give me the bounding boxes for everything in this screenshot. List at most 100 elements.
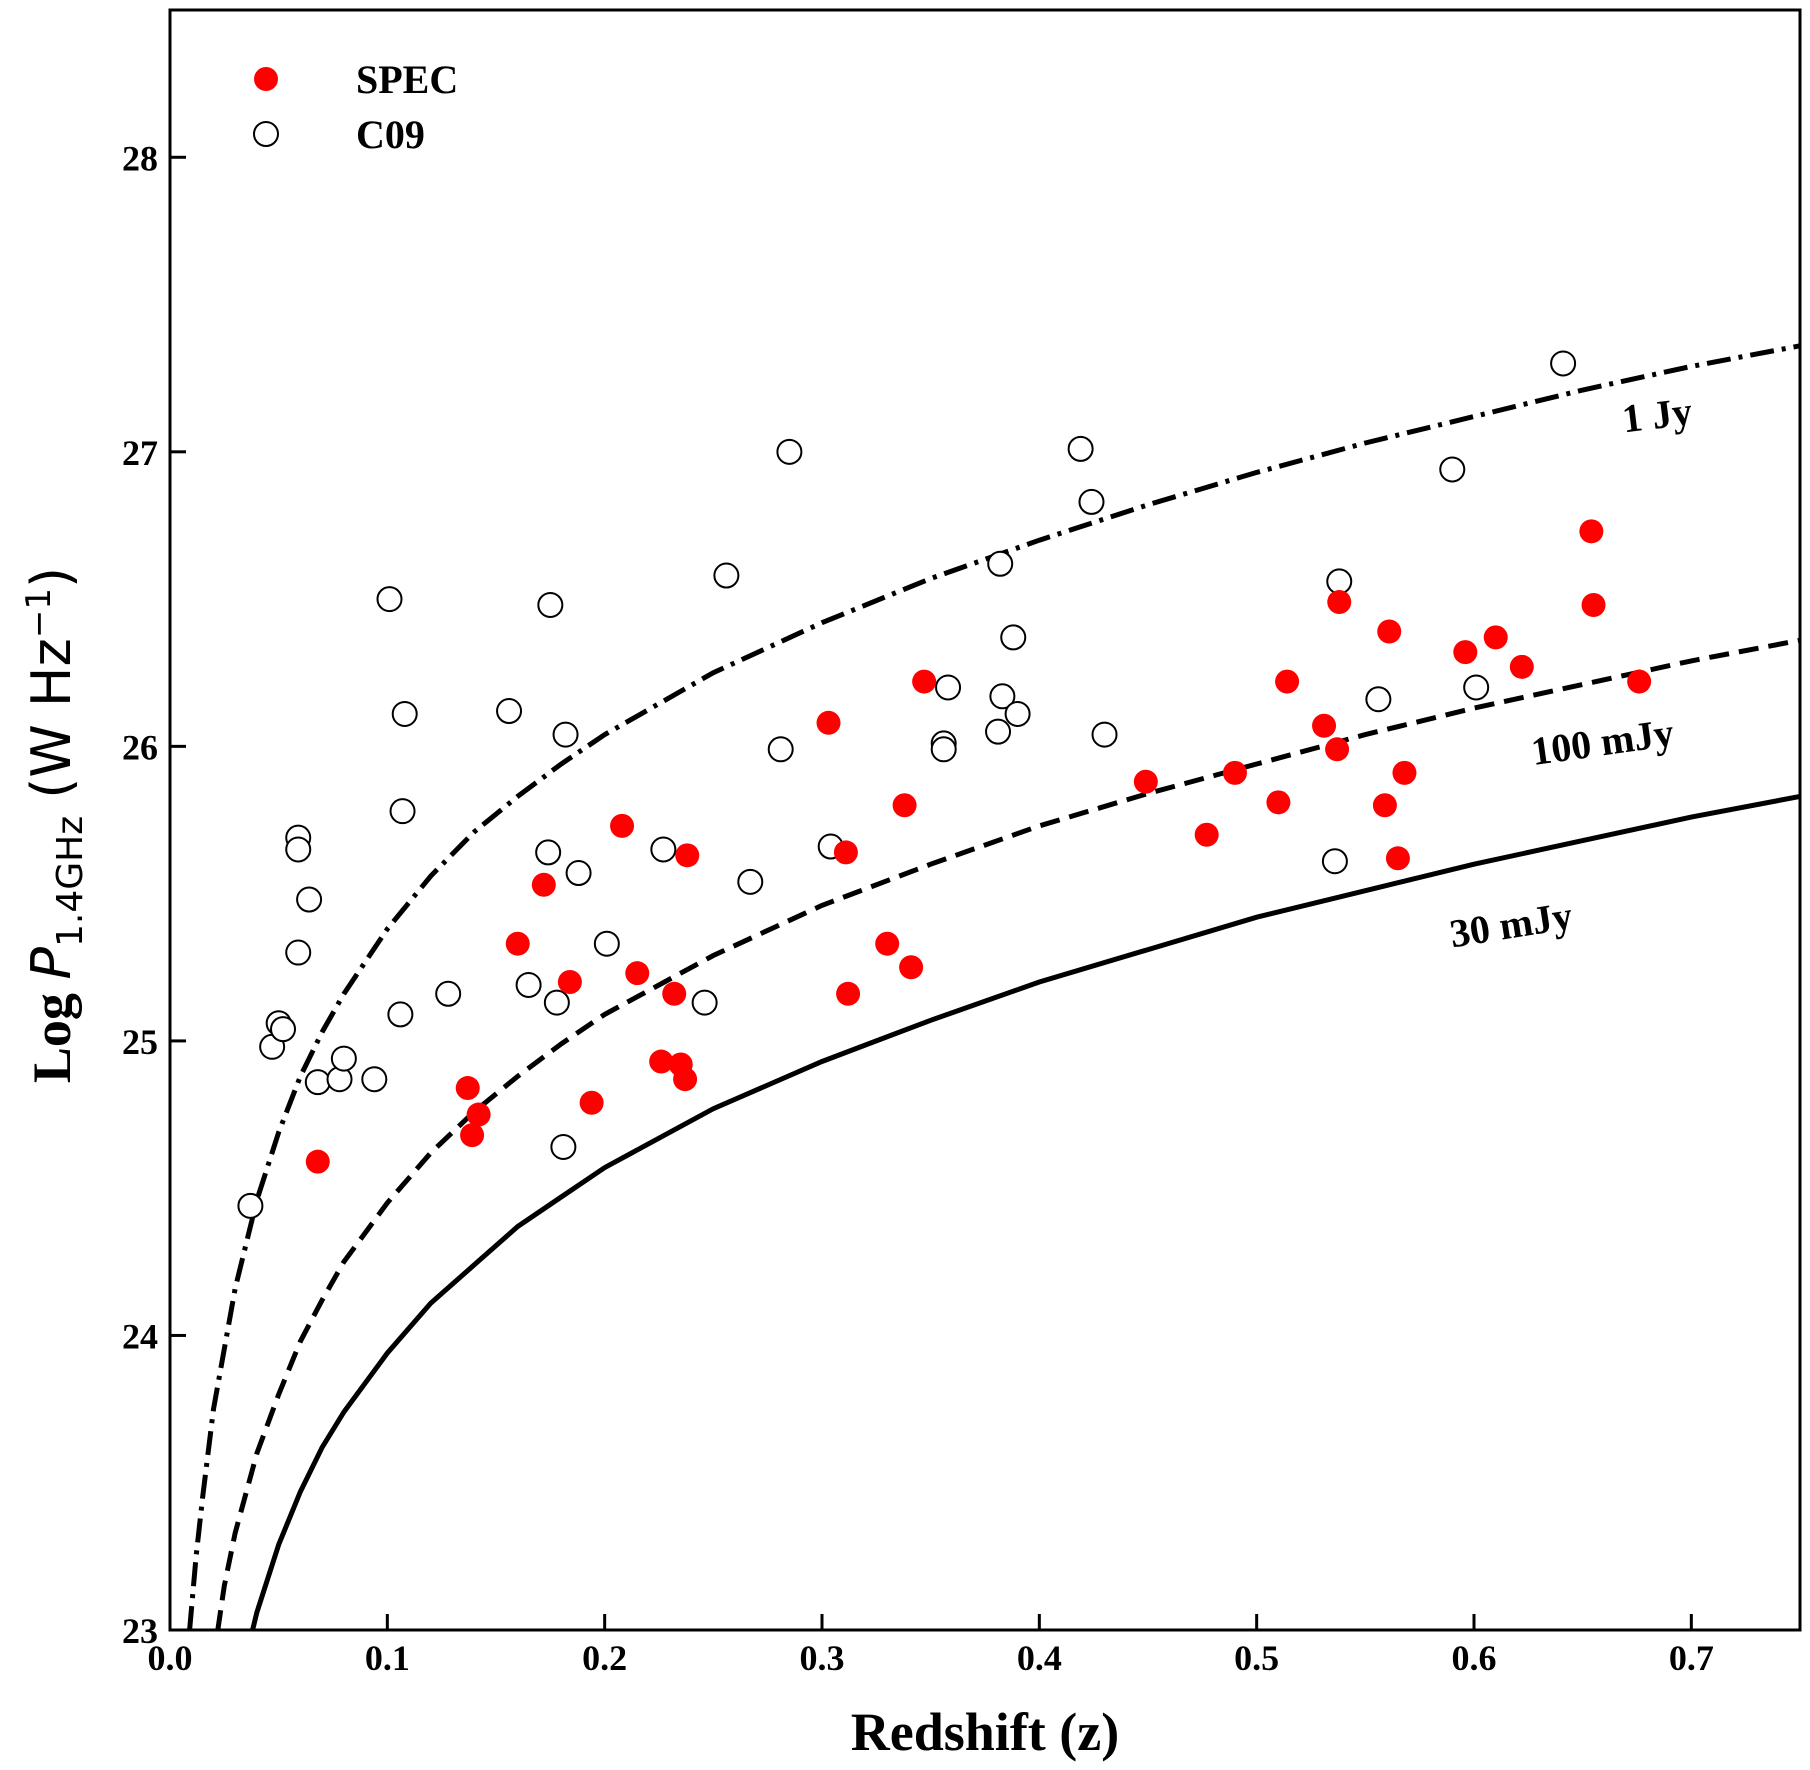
c09-point — [537, 591, 564, 618]
c09-point — [767, 736, 794, 763]
c09-point — [1326, 568, 1353, 595]
spec-points — [305, 519, 1652, 1174]
spec-point — [675, 843, 700, 868]
x-tick-label: 0.0 — [148, 1638, 193, 1678]
c09-point — [376, 586, 403, 613]
y-axis-unit-close: ) — [20, 567, 83, 588]
c09-point — [565, 860, 592, 887]
x-tick-label: 0.3 — [800, 1638, 845, 1678]
x-axis-title: Redshift (z) — [851, 1702, 1119, 1762]
c09-point — [1463, 674, 1490, 701]
c09-point — [1078, 488, 1105, 515]
c09-point — [1365, 686, 1392, 713]
c09-point — [330, 1045, 357, 1072]
y-axis-unit: (W Hz — [20, 638, 83, 816]
c09-point — [1091, 721, 1118, 748]
spec-point — [1275, 669, 1300, 694]
c09-point — [1439, 456, 1466, 483]
c09-point — [389, 798, 416, 825]
curve-labels: 1 Jy 100 mJy 30 mJy — [1447, 388, 1695, 956]
c09-point — [985, 718, 1012, 745]
spec-point — [1312, 713, 1337, 738]
legend-spec-label: SPEC — [356, 57, 458, 102]
curve-100-mjy — [215, 637, 1801, 1631]
spec-point — [649, 1049, 674, 1074]
curve-label: 30 mJy — [1447, 893, 1576, 957]
c09-point — [713, 562, 740, 589]
curve-label: 1 Jy — [1620, 388, 1695, 441]
spec-point — [505, 931, 530, 956]
c09-point — [987, 550, 1014, 577]
spec-point — [1627, 669, 1652, 694]
spec-point — [1579, 519, 1604, 544]
spec-point — [1377, 619, 1402, 644]
c09-point — [285, 939, 312, 966]
y-tick-label: 24 — [122, 1316, 158, 1356]
c09-point — [650, 836, 677, 863]
spec-point — [662, 981, 687, 1006]
spec-point — [1325, 737, 1350, 762]
c09-point — [387, 1001, 414, 1028]
limit-curves — [187, 343, 1801, 1631]
spec-point — [1133, 769, 1158, 794]
spec-point — [1392, 760, 1417, 785]
c09-point — [1067, 435, 1094, 462]
x-tick-label: 0.1 — [365, 1638, 410, 1678]
spec-point — [912, 669, 937, 694]
x-tick-label: 0.6 — [1452, 1638, 1497, 1678]
c09-point — [496, 698, 523, 725]
spec-point — [1327, 590, 1352, 615]
spec-point — [1385, 846, 1410, 871]
x-tick-label: 0.4 — [1017, 1638, 1062, 1678]
c09-point — [391, 700, 418, 727]
y-axis-prefix: Log — [22, 980, 82, 1084]
spec-point — [460, 1123, 485, 1148]
x-tick-label: 0.7 — [1669, 1638, 1714, 1678]
curve-label: 100 mJy — [1528, 710, 1676, 775]
y-axis-unit-exponent: −1 — [19, 588, 59, 638]
curve-30-mjy — [250, 793, 1801, 1631]
c09-point — [1004, 700, 1031, 727]
c09-point — [1550, 350, 1577, 377]
spec-point — [1581, 592, 1606, 617]
c09-point — [1000, 624, 1027, 651]
spec-point — [1194, 822, 1219, 847]
c09-point — [552, 721, 579, 748]
spec-point — [1266, 790, 1291, 815]
spec-point — [1509, 654, 1534, 679]
c09-point — [989, 683, 1016, 710]
y-tick-label: 27 — [122, 433, 158, 473]
spec-point — [875, 931, 900, 956]
spec-point — [579, 1090, 604, 1115]
spec-point — [610, 813, 635, 838]
c09-point — [237, 1192, 264, 1219]
spec-point — [455, 1076, 480, 1101]
axis-ticks: 0.0 0.1 0.2 0.3 0.4 0.5 0.6 0.7 23 24 25 26 27 28 — [122, 138, 1714, 1678]
legend-c09-label: C09 — [356, 112, 425, 157]
plot-frame — [168, 8, 1802, 1632]
curve-1-jy — [187, 343, 1801, 1631]
spec-point — [673, 1067, 698, 1092]
spec-point — [557, 970, 582, 994]
c09-point — [593, 930, 620, 957]
spec-point — [899, 955, 924, 980]
spec-point — [892, 793, 917, 818]
c09-point — [515, 971, 542, 998]
spec-point — [531, 872, 556, 897]
legend-spec-marker — [254, 67, 278, 91]
legend-c09-marker — [253, 121, 279, 147]
legend: SPEC C09 — [253, 57, 458, 157]
c09-points — [237, 350, 1577, 1219]
c09-point — [285, 836, 312, 863]
c09-point — [1321, 848, 1348, 875]
spec-point — [836, 981, 861, 1006]
spec-point — [833, 840, 858, 865]
spec-point — [466, 1102, 491, 1127]
c09-point — [535, 839, 562, 866]
y-tick-label: 25 — [122, 1022, 158, 1062]
c09-point — [737, 868, 764, 895]
c09-point — [270, 1016, 297, 1043]
spec-point — [1453, 640, 1478, 665]
spec-point — [816, 710, 841, 735]
